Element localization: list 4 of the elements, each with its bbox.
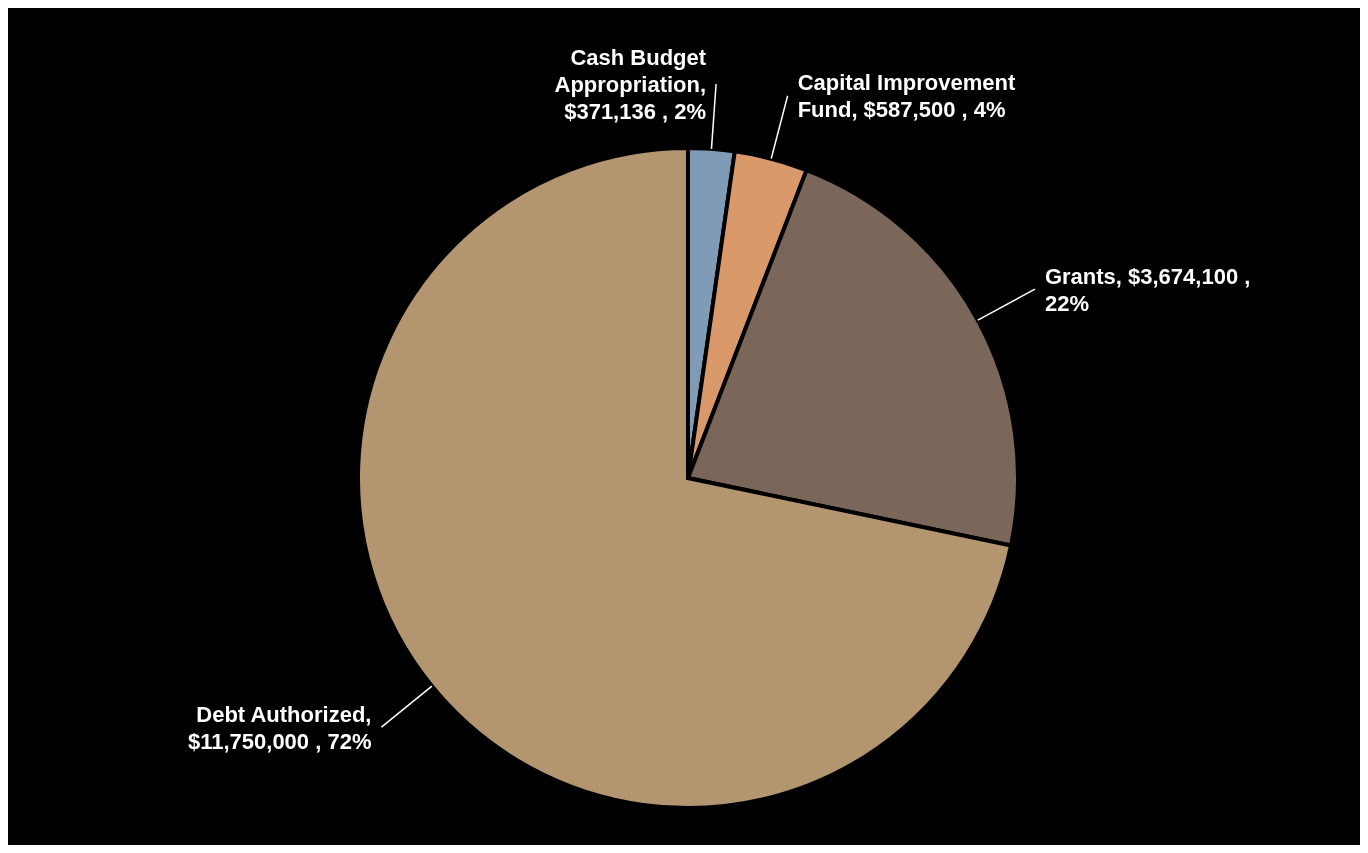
slice-label: Grants, $3,674,100 , 22% bbox=[1044, 263, 1251, 316]
slice-label: Cash Budget Appropriation, $371,136 , 2% bbox=[554, 45, 707, 124]
slice-label: Debt Authorized, $11,750,000 , 72% bbox=[187, 701, 372, 754]
slice-label: Capital Improvement Fund, $587,500 , 4% bbox=[797, 70, 1016, 123]
